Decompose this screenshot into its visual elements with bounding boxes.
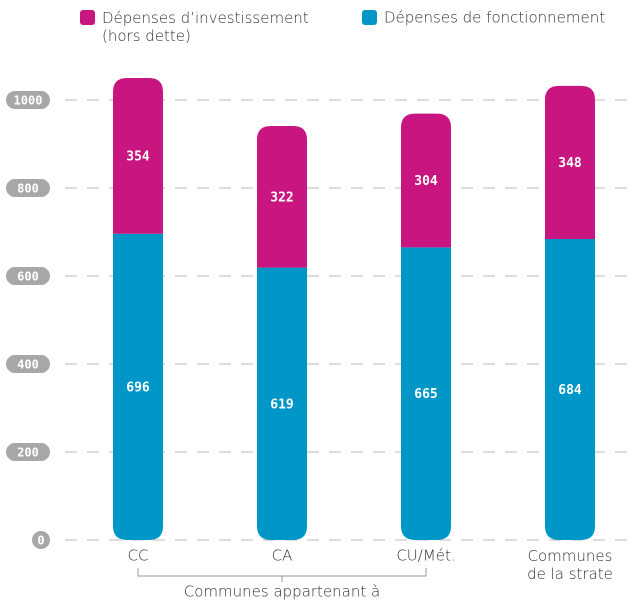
bar-segment [401, 113, 451, 248]
legend-swatch [362, 10, 377, 25]
bar-segment [545, 239, 595, 541]
legend-label: Dépenses de fonctionnement [384, 9, 605, 27]
value-label: 304 [414, 174, 438, 189]
y-tick-label: 400 [17, 358, 39, 372]
y-tick-label: 600 [17, 270, 39, 284]
bar-segment [113, 233, 163, 540]
bracket [137, 568, 427, 582]
bar-segment [113, 78, 163, 234]
y-tick-label: 800 [17, 182, 39, 196]
x-tick-label: CC [128, 547, 149, 565]
tick-pill [6, 355, 50, 373]
bar-segment [545, 85, 595, 240]
value-label: 348 [558, 156, 582, 171]
x-tick-label: CA [272, 547, 293, 565]
value-label: 696 [126, 380, 150, 395]
annotation: Communes appartenant à [184, 583, 380, 601]
x-tick-label: CU/Mét. [396, 547, 455, 565]
y-tick-label: 1000 [14, 94, 43, 108]
bar-segment [257, 267, 307, 540]
y-tick-label: 0 [37, 534, 44, 548]
value-label: 665 [414, 387, 437, 402]
value-label: 354 [126, 149, 150, 164]
tick-pill [32, 531, 50, 549]
bar-segment [257, 125, 307, 268]
legend-label: Dépenses d’investissement (hors dette) [102, 9, 309, 45]
legend-swatch [80, 10, 95, 25]
tick-pill [6, 179, 50, 197]
tick-pill [6, 443, 50, 461]
value-label: 322 [270, 190, 293, 205]
value-label: 684 [558, 383, 582, 398]
tick-pill [6, 267, 50, 285]
bar-segment [401, 247, 451, 540]
x-tick-label: Communes de la strate [527, 547, 613, 583]
tick-pill [6, 91, 50, 109]
y-tick-label: 200 [17, 446, 39, 460]
value-label: 619 [270, 397, 293, 412]
